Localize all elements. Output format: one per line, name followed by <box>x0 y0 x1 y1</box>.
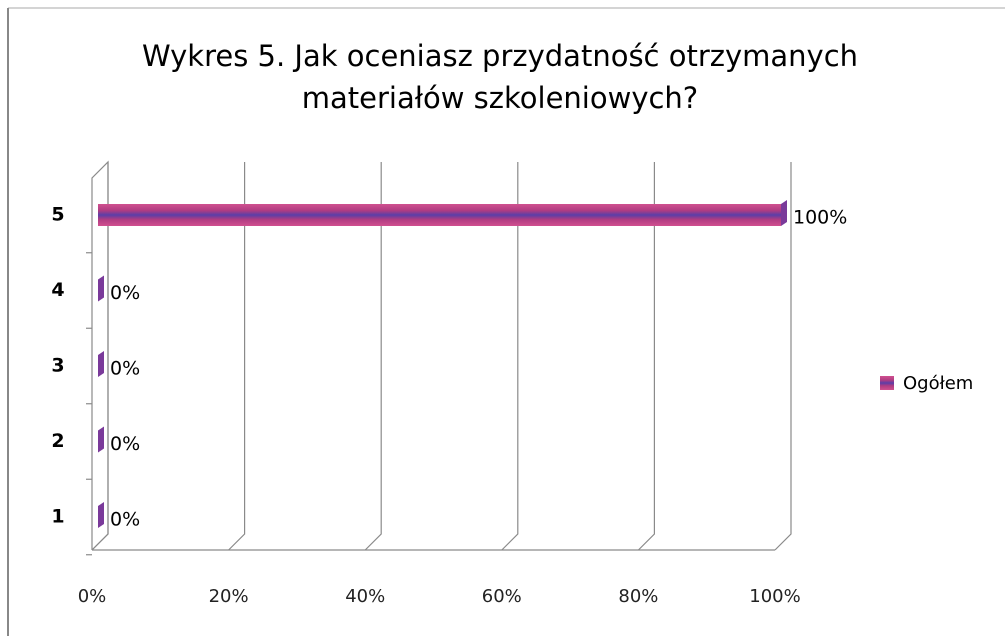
y-tick-label: 5 <box>51 204 64 226</box>
x-tick-label: 60% <box>482 586 522 607</box>
bar-end <box>98 351 104 377</box>
legend-label: Ogółem <box>903 373 973 394</box>
x-tick-label: 0% <box>78 586 107 607</box>
grid-line <box>228 162 246 551</box>
y-tick-label: 1 <box>51 506 64 528</box>
x-tick-label: 80% <box>618 586 658 607</box>
grid-line <box>91 162 109 551</box>
chart-title-line2: materiałów szkoleniowych? <box>302 81 698 115</box>
data-label: 0% <box>110 433 140 455</box>
x-tick-label: 20% <box>209 586 249 607</box>
y-tick-label: 2 <box>51 430 64 452</box>
x-tick-label: 100% <box>749 586 800 607</box>
bar-end <box>98 275 104 302</box>
y-tick-label: 3 <box>51 355 64 377</box>
grid-line <box>364 162 382 551</box>
bar-end <box>781 200 787 226</box>
data-label: 100% <box>793 207 847 229</box>
grid-line <box>637 162 655 551</box>
bar-end <box>98 426 104 453</box>
bar <box>98 204 781 226</box>
data-label: 0% <box>110 509 140 531</box>
legend-swatch <box>880 376 894 390</box>
chart-title: Wykres 5. Jak oceniasz przydatność otrzy… <box>142 39 858 73</box>
bar-end <box>98 502 104 528</box>
data-label: 0% <box>110 358 140 380</box>
y-tick-label: 4 <box>51 279 64 301</box>
grid-line <box>774 162 792 551</box>
x-tick-label: 40% <box>345 586 385 607</box>
data-label: 0% <box>110 282 140 304</box>
grid-line <box>501 162 519 551</box>
